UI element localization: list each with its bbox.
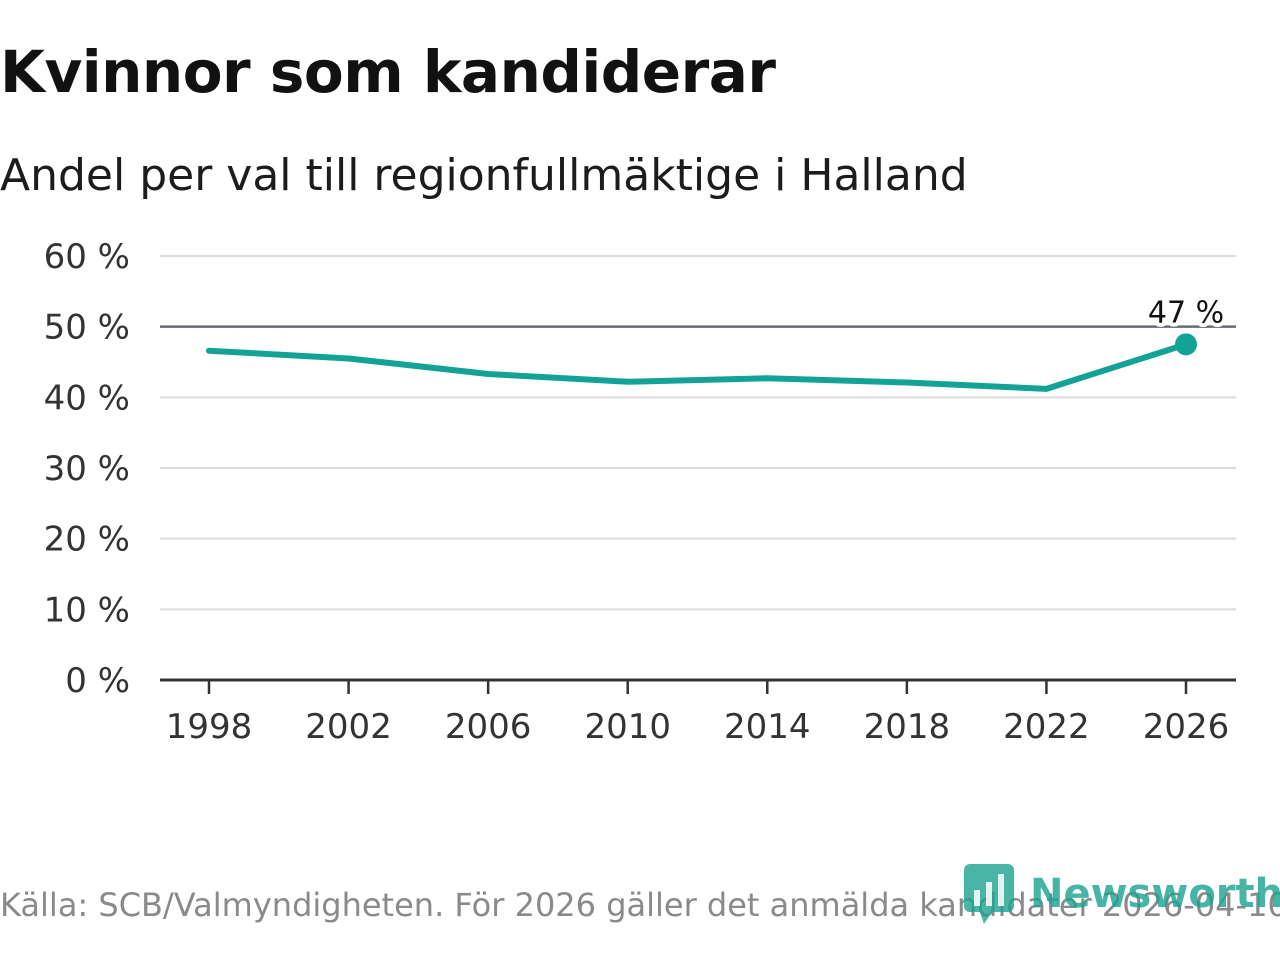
end-value-label: 47 % bbox=[1148, 295, 1224, 330]
x-axis bbox=[160, 678, 1236, 694]
series-group: 47 %47 % bbox=[206, 291, 1228, 392]
x-tick-label: 2026 bbox=[1143, 707, 1230, 747]
x-tick-label: 2014 bbox=[724, 707, 811, 747]
x-tick-label: 2002 bbox=[305, 707, 392, 747]
y-tick-label: 50 % bbox=[44, 308, 130, 348]
y-tick-label: 0 % bbox=[65, 661, 130, 701]
x-axis-labels: 1998 2002 2006 2010 2014 2018 2022 2026 bbox=[166, 707, 1230, 747]
x-tick-label: 2018 bbox=[864, 707, 951, 747]
source-note: Källa: SCB/Valmyndigheten. För 2026 gäll… bbox=[0, 886, 1280, 924]
end-label-halo: 47 % bbox=[1148, 295, 1224, 330]
gridlines bbox=[160, 255, 1236, 611]
y-tick-label: 20 % bbox=[44, 520, 130, 560]
y-tick-label: 60 % bbox=[44, 237, 130, 277]
x-tick-label: 1998 bbox=[166, 707, 253, 747]
newsworthy-logo: Newsworthy bbox=[962, 862, 1280, 926]
x-tick-label: 2006 bbox=[445, 707, 532, 747]
logo-wordmark: Newsworthy bbox=[1030, 871, 1280, 917]
y-tick-label: 10 % bbox=[44, 590, 130, 630]
x-tick-label: 2010 bbox=[584, 707, 671, 747]
x-tick-label: 2022 bbox=[1003, 707, 1090, 747]
y-tick-label: 40 % bbox=[44, 378, 130, 418]
y-axis-labels: 0 % 10 % 20 % 30 % 40 % 50 % 60 % bbox=[44, 237, 130, 701]
series-line-andel-kvinnor bbox=[206, 341, 1189, 392]
end-point-marker bbox=[1175, 333, 1197, 356]
y-tick-label: 30 % bbox=[44, 449, 130, 489]
chart-subtitle: Andel per val till regionfullmäktige i H… bbox=[0, 150, 968, 201]
newsworthy-logo-icon bbox=[964, 864, 1014, 924]
chart-title: Kvinnor som kandiderar bbox=[0, 38, 776, 106]
